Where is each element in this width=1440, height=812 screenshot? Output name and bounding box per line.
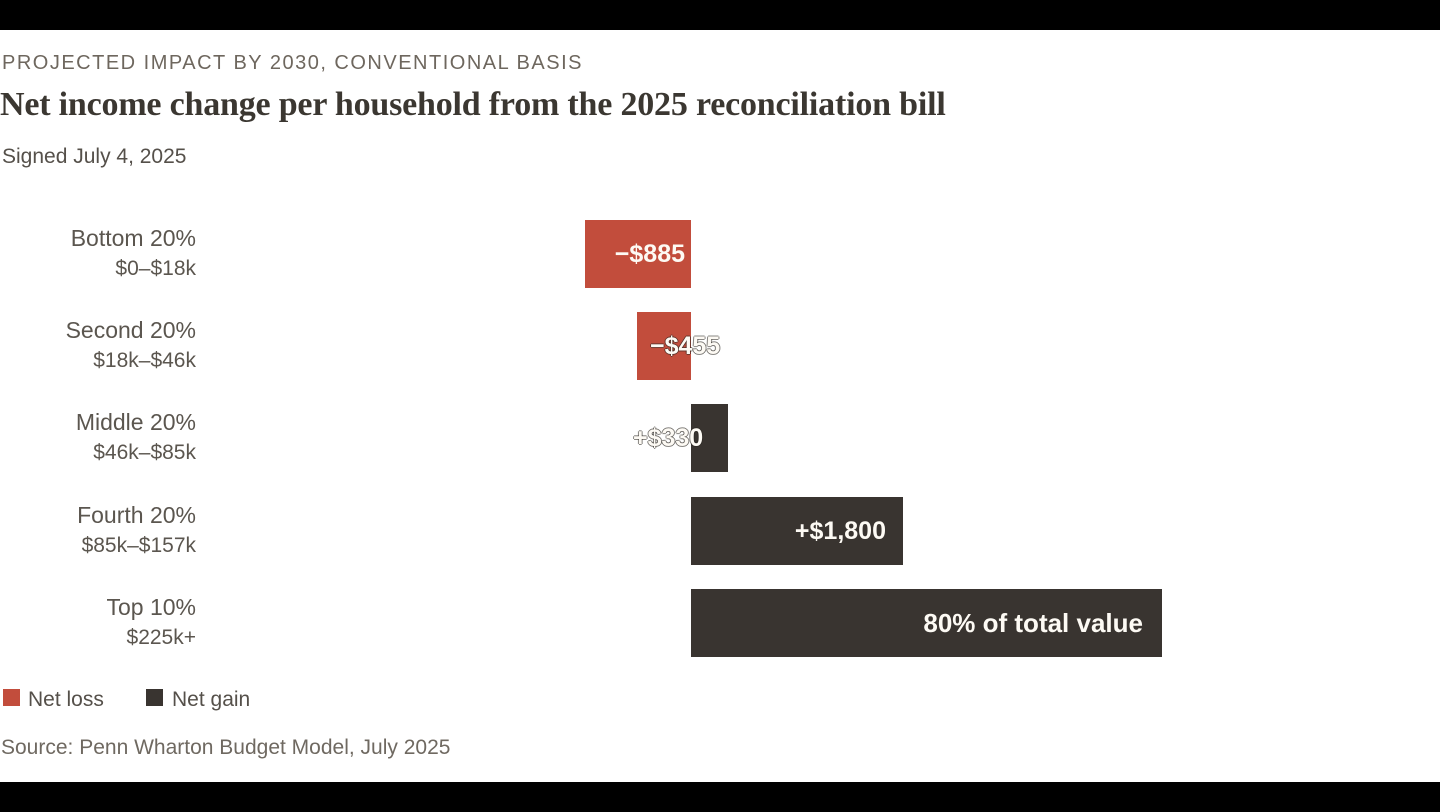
- value-label-middle-20: +$330: [633, 424, 704, 452]
- bar-top-10: [691, 589, 1162, 657]
- value-label-second-20: −$455: [650, 332, 721, 360]
- net-loss-swatch-icon: [3, 689, 20, 706]
- letterbox-bottom: [0, 782, 1440, 812]
- category-label: Middle 20% $46k–$85k: [0, 407, 196, 468]
- bar-second-20: [637, 312, 691, 380]
- category-label: Fourth 20% $85k–$157k: [0, 500, 196, 561]
- value-label-bottom-20: −$885: [614, 240, 685, 268]
- category-range: $85k–$157k: [81, 534, 196, 557]
- value-label-top-10: 80% of total value: [923, 608, 1143, 638]
- category-label: Second 20% $18k–$46k: [0, 315, 196, 376]
- legend-label-net-gain: Net gain: [172, 688, 251, 711]
- bar-middle-20: [691, 404, 728, 472]
- category-range: $46k–$85k: [93, 441, 196, 464]
- chart-subtitle: Signed July 4, 2025: [2, 145, 187, 168]
- category-range: $0–$18k: [115, 257, 196, 280]
- category-range: $225k+: [126, 626, 196, 649]
- category-name: Top 10%: [106, 594, 196, 620]
- category-label: Bottom 20% $0–$18k: [0, 223, 196, 284]
- category-label: Top 10% $225k+: [0, 592, 196, 653]
- bar-fourth-20: [691, 497, 903, 565]
- chart-title: Net income change per household from the…: [0, 86, 946, 123]
- category-range: $18k–$46k: [93, 349, 196, 372]
- bar-row-bottom-20: Bottom 20% $0–$18k −$885: [0, 220, 1440, 288]
- net-gain-swatch-icon: [146, 689, 163, 706]
- value-label-fourth-20: +$1,800: [794, 517, 886, 545]
- category-name: Middle 20%: [75, 409, 196, 435]
- bar-bottom-20: [585, 220, 691, 288]
- bar-row-fourth-20: Fourth 20% $85k–$157k +$1,800: [0, 497, 1440, 565]
- legend: Net loss Net gain: [0, 688, 600, 711]
- bar-row-top-10: Top 10% $225k+ 80% of total value: [0, 589, 1440, 657]
- bar-row-second-20: Second 20% $18k–$46k −$455: [0, 312, 1440, 380]
- letterbox-top: [0, 0, 1440, 30]
- bar-row-middle-20: Middle 20% $46k–$85k +$330: [0, 404, 1440, 472]
- category-name: Bottom 20%: [70, 225, 196, 251]
- category-name: Fourth 20%: [77, 502, 196, 528]
- source-credit: Source: Penn Wharton Budget Model, July …: [1, 736, 451, 759]
- legend-label-net-loss: Net loss: [28, 688, 104, 711]
- category-name: Second 20%: [65, 317, 196, 343]
- chart-kicker: PROJECTED IMPACT BY 2030, CONVENTIONAL B…: [2, 52, 583, 74]
